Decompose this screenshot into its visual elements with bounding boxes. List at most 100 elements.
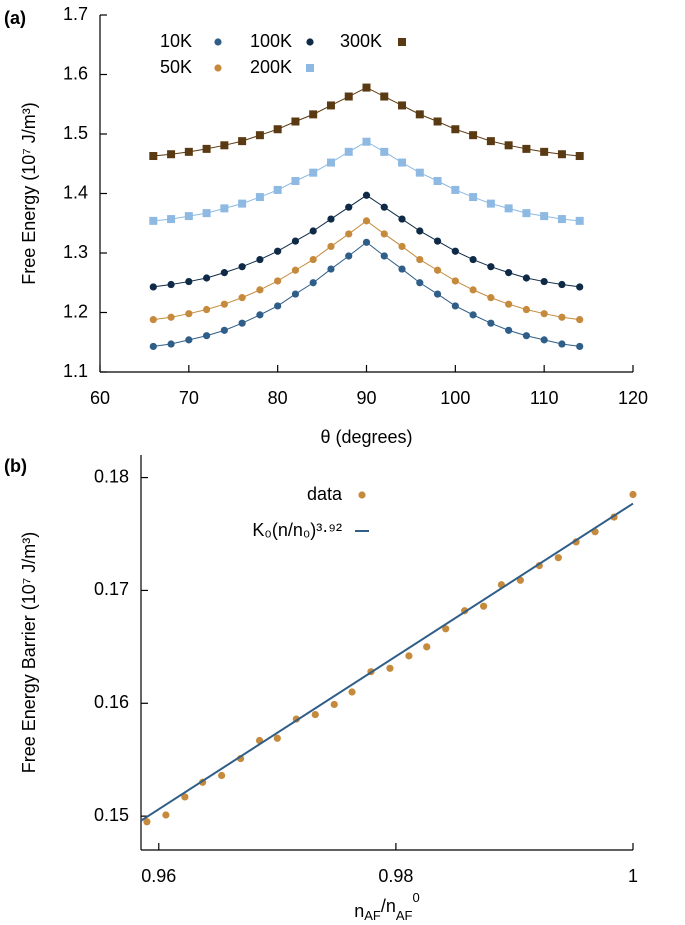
marker <box>203 305 211 314</box>
marker <box>362 238 371 246</box>
marker <box>433 237 442 245</box>
marker <box>415 110 424 119</box>
marker <box>540 212 549 221</box>
marker <box>487 263 495 271</box>
marker <box>380 92 389 101</box>
marker <box>185 277 193 286</box>
marker <box>167 313 175 321</box>
marker <box>167 215 176 224</box>
marker <box>522 144 531 153</box>
marker <box>540 147 549 156</box>
marker <box>311 710 319 719</box>
y-tick-label: 0.15 <box>94 805 129 825</box>
marker <box>380 230 388 238</box>
marker <box>469 311 477 319</box>
marker <box>557 150 566 159</box>
marker <box>505 269 513 277</box>
marker <box>255 193 264 202</box>
marker <box>486 137 495 146</box>
marker <box>451 277 459 285</box>
series-line <box>153 141 580 222</box>
marker <box>522 305 531 314</box>
x-tick-label: 110 <box>530 388 559 408</box>
marker <box>309 255 317 264</box>
marker <box>557 215 566 224</box>
y-tick-label: 0.18 <box>94 466 129 486</box>
y-tick-label: 1.5 <box>63 123 88 143</box>
marker <box>398 265 406 273</box>
marker <box>505 326 513 334</box>
marker <box>291 237 300 245</box>
marker <box>398 158 407 167</box>
marker <box>558 313 566 321</box>
marker <box>203 332 211 340</box>
legend-label: 200K <box>250 57 292 77</box>
marker <box>256 255 264 264</box>
marker <box>203 274 211 282</box>
y-axis-label: Free Energy Barrier (10⁷ J/m³) <box>19 532 39 774</box>
marker <box>398 242 406 251</box>
marker <box>218 771 226 780</box>
y-tick-label: 1.3 <box>63 242 88 262</box>
marker <box>358 491 366 499</box>
x-tick-label: 80 <box>268 388 288 408</box>
marker <box>415 168 424 177</box>
marker <box>504 204 513 213</box>
marker <box>162 811 170 819</box>
marker <box>149 216 158 225</box>
marker <box>576 342 584 351</box>
marker <box>486 199 495 208</box>
marker <box>345 230 353 238</box>
marker <box>184 147 193 156</box>
x-axis-label-part: n <box>354 901 364 921</box>
marker <box>309 168 318 177</box>
y-tick-label: 0.17 <box>94 579 129 599</box>
marker <box>575 152 584 161</box>
marker <box>220 141 229 150</box>
marker <box>220 300 228 308</box>
marker <box>398 215 406 223</box>
x-axis-label-part: AF <box>396 908 413 923</box>
marker <box>291 117 300 126</box>
series-line <box>153 241 580 347</box>
marker <box>330 700 338 709</box>
marker <box>362 217 371 225</box>
marker <box>405 652 413 660</box>
marker <box>149 283 157 291</box>
marker <box>576 283 584 291</box>
x-tick-label: 100 <box>440 388 470 408</box>
marker <box>274 277 282 285</box>
legend-label: 10K <box>160 31 192 51</box>
marker <box>214 64 222 72</box>
marker <box>469 255 477 264</box>
marker <box>185 336 193 344</box>
marker <box>344 147 353 156</box>
marker <box>433 266 442 274</box>
y-tick-label: 1.7 <box>63 4 88 24</box>
marker <box>256 286 264 294</box>
marker <box>181 793 189 801</box>
marker <box>469 193 478 202</box>
marker <box>326 158 335 167</box>
legend-label: data <box>307 484 343 504</box>
marker <box>220 204 229 213</box>
marker <box>143 818 151 826</box>
marker <box>326 101 335 110</box>
marker <box>522 274 531 282</box>
marker <box>487 319 495 327</box>
series-line <box>153 220 580 321</box>
marker <box>522 332 531 340</box>
x-tick-label: 0.96 <box>141 866 176 886</box>
marker <box>554 554 562 562</box>
marker <box>469 131 478 140</box>
marker <box>433 117 442 126</box>
marker <box>238 319 246 327</box>
x-tick-label: 60 <box>90 388 110 408</box>
marker <box>306 64 314 72</box>
marker <box>540 277 548 286</box>
marker <box>540 310 548 318</box>
marker <box>202 144 211 153</box>
marker <box>469 286 477 294</box>
x-tick-label: 1 <box>628 866 638 886</box>
